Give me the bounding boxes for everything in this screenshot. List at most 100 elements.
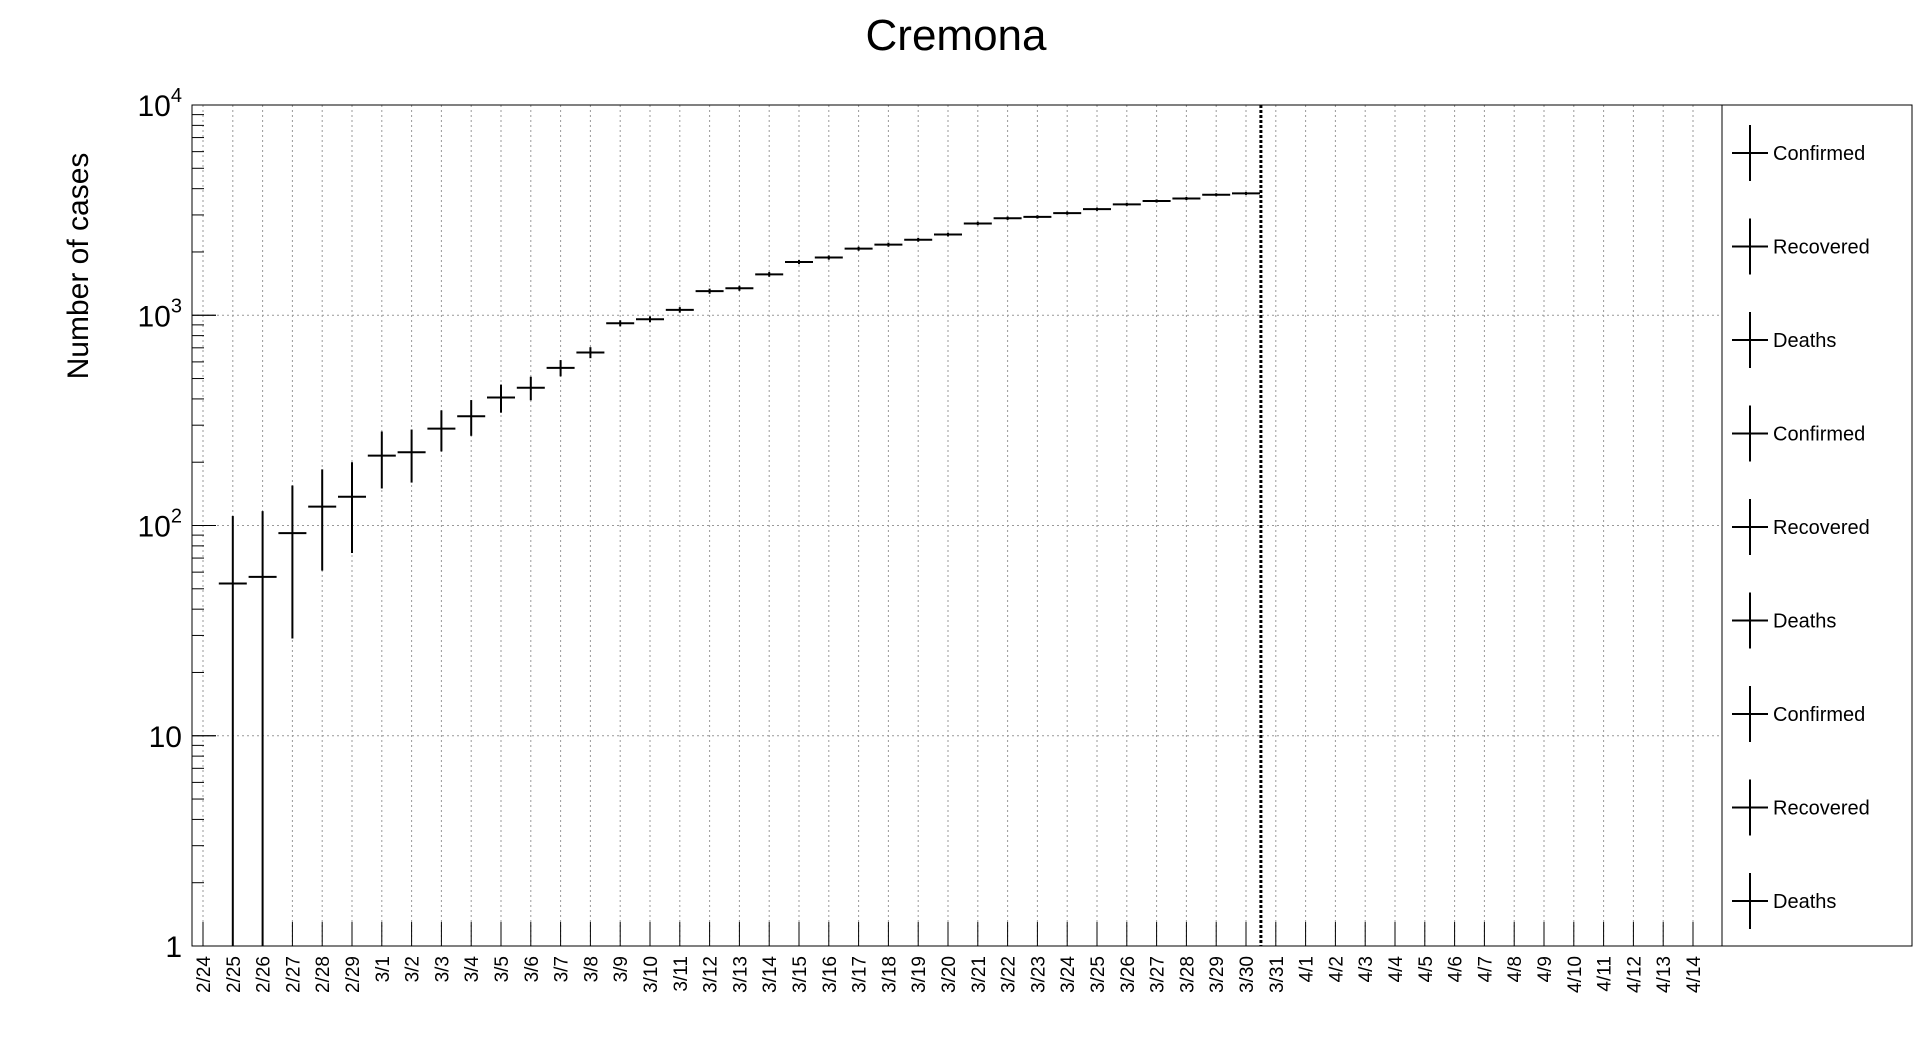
data-point	[844, 246, 873, 251]
legend-label: Confirmed	[1773, 143, 1865, 165]
x-tick-label: 3/18	[879, 956, 900, 993]
data-point	[904, 237, 933, 242]
x-tick-label: 3/19	[909, 956, 930, 993]
x-tick-label: 3/4	[462, 956, 483, 983]
legend-entry: Confirmed	[1732, 686, 1865, 742]
x-tick-label: 4/13	[1654, 956, 1675, 993]
data-point	[338, 462, 366, 553]
legend-entry: Deaths	[1732, 873, 1836, 929]
data-point	[367, 431, 396, 489]
x-tick-label: 4/5	[1416, 956, 1437, 982]
data-point	[1053, 211, 1082, 215]
data-point	[636, 316, 664, 323]
x-tick-label: 4/11	[1595, 956, 1616, 992]
data-point	[457, 400, 486, 436]
x-tick-label: 2/29	[343, 956, 364, 993]
x-tick-label: 3/8	[581, 956, 602, 982]
x-tick-label: 2/25	[224, 956, 245, 993]
x-tick-label: 3/12	[701, 956, 722, 993]
data-point	[427, 410, 456, 452]
x-tick-label: 3/31	[1267, 956, 1288, 993]
x-tick-label: 3/22	[999, 956, 1020, 993]
data-point	[487, 384, 515, 413]
x-tick-label: 3/21	[969, 956, 990, 993]
x-tick-label: 3/28	[1177, 956, 1198, 993]
x-tick-label: 4/8	[1505, 956, 1526, 982]
data-point	[1172, 197, 1201, 201]
legend-entry: Deaths	[1732, 592, 1836, 649]
x-tick-label: 3/3	[432, 956, 453, 982]
x-tick-label: 3/25	[1088, 956, 1109, 993]
legend-label: Deaths	[1773, 891, 1836, 913]
y-axis-label: Number of cases	[62, 153, 95, 380]
x-tick-label: 3/30	[1237, 956, 1258, 993]
legend-label: Confirmed	[1773, 704, 1865, 726]
data-point	[814, 255, 843, 260]
x-tick-label: 3/27	[1148, 956, 1169, 993]
legend-label: Deaths	[1773, 330, 1836, 352]
legend-entry: Recovered	[1732, 499, 1870, 555]
chart-title: Cremona	[866, 11, 1047, 60]
data-point	[695, 288, 724, 294]
x-tick-label: 3/2	[403, 956, 424, 982]
x-tick-label: 4/1	[1297, 956, 1318, 982]
data-point	[1083, 207, 1111, 211]
data-point	[248, 511, 277, 946]
legend-entry: Recovered	[1732, 779, 1870, 836]
data-point	[278, 485, 307, 639]
y-tick-label: 103	[138, 295, 183, 333]
data-point	[308, 469, 337, 571]
x-tick-label: 2/24	[194, 956, 215, 993]
data-point	[1023, 215, 1052, 219]
legend-frame	[1721, 104, 1913, 947]
data-point	[546, 360, 575, 377]
x-tick-label: 3/14	[760, 956, 781, 993]
legend-entry: Recovered	[1732, 218, 1870, 275]
data-point	[755, 272, 784, 277]
x-tick-label: 3/6	[522, 956, 543, 982]
data-point	[993, 216, 1022, 220]
x-tick-label: 4/10	[1565, 956, 1586, 993]
x-tick-label: 3/13	[730, 956, 751, 993]
x-tick-label: 4/7	[1475, 956, 1496, 982]
x-tick-label: 3/24	[1058, 956, 1079, 993]
x-tick-label: 2/27	[283, 956, 304, 993]
x-tick-label: 2/26	[254, 956, 275, 993]
grid-layer	[192, 105, 1722, 946]
legend: Confirmed Recovered Deaths Confirmed Recover…	[1732, 125, 1870, 929]
y-tick-label: 10	[149, 721, 182, 754]
x-tick-label: 3/29	[1207, 956, 1228, 993]
y-tick-label: 104	[138, 85, 183, 123]
x-tick-label: 4/2	[1326, 956, 1347, 982]
data-point	[1112, 202, 1141, 206]
data-point	[1232, 191, 1260, 195]
x-tick-label: 3/9	[611, 956, 632, 982]
data-point	[516, 376, 545, 401]
y-tick-label: 102	[138, 506, 183, 544]
data-point	[606, 320, 635, 327]
data-point	[218, 515, 247, 946]
x-tick-label: 3/23	[1028, 956, 1049, 993]
legend-label: Recovered	[1773, 517, 1870, 539]
x-tick-label: 4/3	[1356, 956, 1377, 982]
data-point	[874, 242, 903, 247]
x-tick-label: 3/1	[373, 956, 394, 982]
x-tick-label: 3/20	[939, 956, 960, 993]
x-tick-label: 3/17	[850, 956, 871, 993]
legend-label: Recovered	[1773, 237, 1870, 259]
legend-entry: Confirmed	[1732, 405, 1865, 462]
data-point	[576, 347, 605, 359]
data-point	[665, 307, 694, 313]
legend-label: Recovered	[1773, 798, 1870, 820]
data-point	[1202, 193, 1231, 197]
x-tick-label: 3/11	[671, 956, 692, 992]
x-tick-label: 3/16	[820, 956, 841, 993]
data-layer	[218, 191, 1260, 946]
legend-label: Deaths	[1773, 611, 1836, 633]
x-tick-label: 3/15	[790, 956, 811, 993]
y-tick-label: 1	[165, 931, 182, 964]
x-tick-label: 3/26	[1118, 956, 1139, 993]
